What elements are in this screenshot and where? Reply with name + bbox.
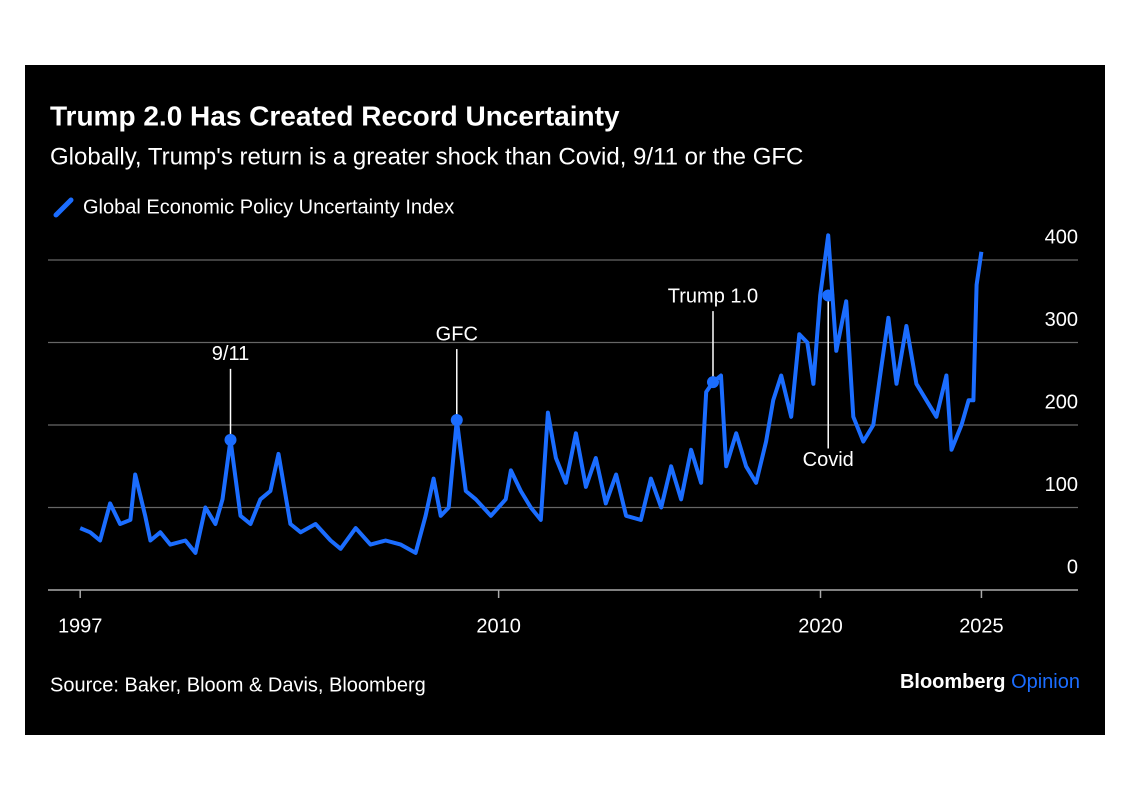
legend-label: Global Economic Policy Uncertainty Index [83,196,454,218]
annotation-marker [450,414,463,427]
brand: Bloomberg Opinion [900,671,1080,693]
series-line [79,233,984,555]
y-tick-label: 200 [1045,391,1078,413]
brand-sub: Opinion [1011,671,1080,693]
annotation-label: Trump 1.0 [668,285,758,307]
chart-title: Trump 2.0 Has Created Record Uncertainty [50,100,620,131]
annotation-label: Covid [803,449,854,471]
annotation-marker [822,289,835,302]
y-tick-label: 300 [1045,309,1078,331]
chart-subtitle: Globally, Trump's return is a greater sh… [50,143,803,170]
brand-name: Bloomberg [900,671,1006,693]
x-tick-label: 2010 [476,615,521,637]
y-tick-label: 100 [1045,474,1078,496]
legend-icon [53,197,74,218]
annotation-label: 9/11 [212,343,249,365]
annotation-label: GFC [436,323,478,345]
annotation-marker [224,433,237,446]
x-tick-label: 1997 [58,615,103,637]
y-tick-label: 0 [1067,556,1078,578]
y-tick-label: 400 [1045,226,1078,248]
source: Source: Baker, Bloom & Davis, Bloomberg [50,674,426,696]
x-tick-label: 2025 [959,615,1004,637]
x-tick-label: 2020 [798,615,843,637]
annotation-marker [706,376,719,389]
